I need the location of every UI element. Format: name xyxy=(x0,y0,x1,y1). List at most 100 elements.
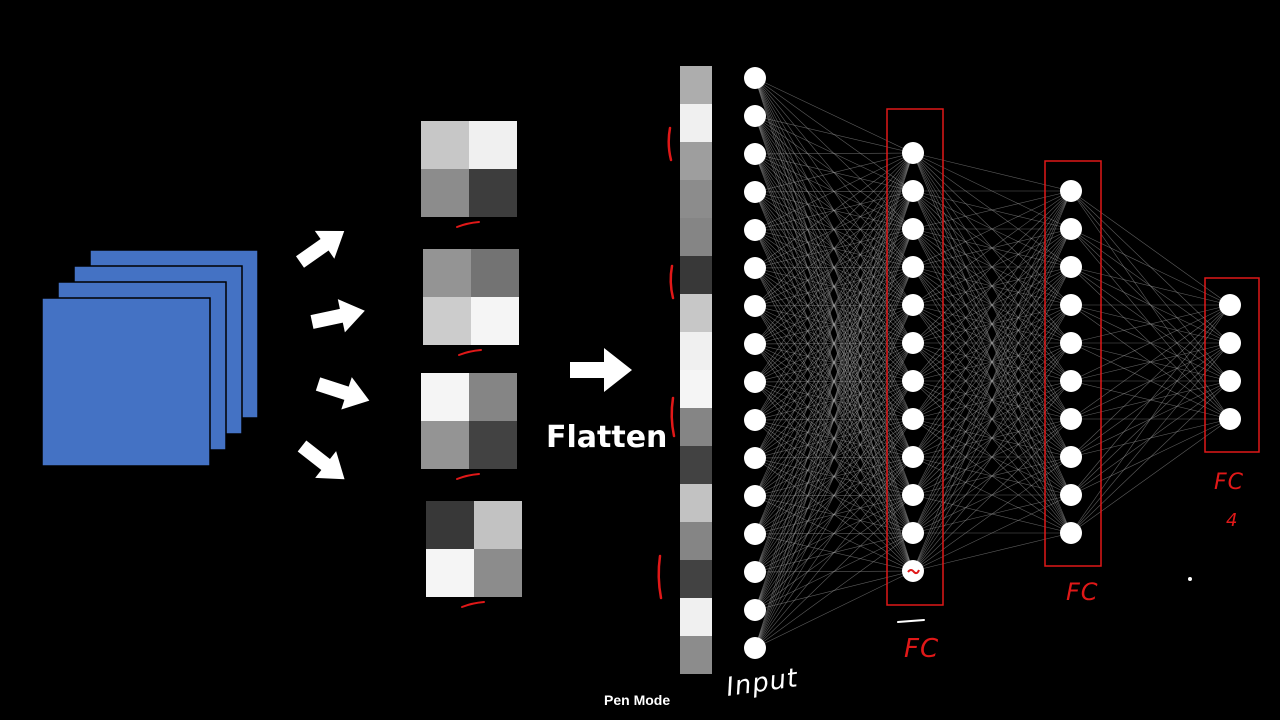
input-node xyxy=(744,257,766,279)
connection-line xyxy=(1070,418,1231,534)
pooled-map-3-mark xyxy=(456,473,480,480)
input-node xyxy=(744,599,766,621)
input-node xyxy=(744,105,766,127)
input-node xyxy=(744,637,766,659)
connection-line xyxy=(754,152,914,611)
fc-underline-mark xyxy=(897,619,925,623)
vector-cell xyxy=(680,104,712,142)
feature-map-stack xyxy=(41,249,259,467)
input-node xyxy=(744,447,766,469)
connection-line xyxy=(1070,266,1231,306)
pooled-map-4-cell xyxy=(426,501,474,549)
fc-hidden2-annotation: FC xyxy=(1066,578,1099,606)
hidden2-node xyxy=(1060,446,1082,468)
pen-dot-mark xyxy=(1188,577,1192,581)
feature-map-1 xyxy=(41,297,211,467)
fc-output-box xyxy=(1204,277,1260,453)
vector-cell xyxy=(680,256,712,294)
flatten-label: Flatten xyxy=(546,420,668,455)
pooled-map-3-cell xyxy=(421,373,469,421)
hidden1-node xyxy=(902,408,924,430)
split-arrow-4 xyxy=(297,440,345,480)
vector-cell xyxy=(680,446,712,484)
flatten-arrow xyxy=(570,348,632,392)
fc-hidden2-box xyxy=(1044,160,1102,567)
flattened-vector xyxy=(680,66,712,674)
input-node xyxy=(744,143,766,165)
vector-group-mark-2 xyxy=(669,264,675,300)
connection-line xyxy=(754,152,914,383)
connection-line xyxy=(1070,380,1231,534)
hidden2-node xyxy=(1060,484,1082,506)
hidden1-node xyxy=(902,180,924,202)
connection-line xyxy=(912,304,1072,572)
connection-line xyxy=(754,342,914,649)
connection-line xyxy=(1070,228,1231,306)
split-arrow-1 xyxy=(295,230,345,268)
hidden1-node xyxy=(902,370,924,392)
hidden1-node xyxy=(902,218,924,240)
connection-line xyxy=(912,228,1072,572)
vector-cell xyxy=(680,408,712,446)
vector-cell xyxy=(680,484,712,522)
pooled-map-2-cell xyxy=(471,249,519,297)
hidden1-node xyxy=(902,142,924,164)
hidden1-node xyxy=(902,332,924,354)
input-node xyxy=(744,181,766,203)
connection-line xyxy=(754,77,914,154)
hidden1-node xyxy=(902,484,924,506)
hidden1-node xyxy=(902,522,924,544)
connection-line xyxy=(1070,304,1231,458)
pooled-map-4-cell xyxy=(474,501,522,549)
split-arrows xyxy=(295,230,370,480)
hidden2-node xyxy=(1060,256,1082,278)
pooled-map-4-cell xyxy=(426,549,474,597)
vector-cell xyxy=(680,598,712,636)
pooled-map-3-cell xyxy=(421,421,469,469)
input-node xyxy=(744,561,766,583)
pooled-map-4-cell xyxy=(474,549,522,597)
output-node xyxy=(1219,370,1241,392)
hidden2-node xyxy=(1060,522,1082,544)
vector-group-mark-1 xyxy=(667,126,673,162)
fc-hidden1-annotation: FC xyxy=(904,634,940,664)
pooled-map-1-cell xyxy=(469,169,517,217)
pooled-map-3-cell xyxy=(469,421,517,469)
connection-line xyxy=(754,152,914,231)
pooled-map-1-cell xyxy=(421,121,469,169)
pooled-map-2-cell xyxy=(423,249,471,297)
input-node xyxy=(744,295,766,317)
vector-cell xyxy=(680,180,712,218)
connection-line xyxy=(912,152,1072,192)
vector-cell xyxy=(680,66,712,104)
input-node xyxy=(744,333,766,355)
hidden1-node xyxy=(902,294,924,316)
dense-connections xyxy=(754,77,1231,649)
connection-line xyxy=(1070,304,1231,496)
pen-mode-indicator: Pen Mode xyxy=(604,692,671,708)
hidden2-node xyxy=(1060,294,1082,316)
neuron-nodes xyxy=(744,67,1241,659)
input-node xyxy=(744,485,766,507)
input-node xyxy=(744,219,766,241)
hidden2-node xyxy=(1060,370,1082,392)
connection-line xyxy=(1070,304,1231,534)
output-node xyxy=(1219,332,1241,354)
vector-cell xyxy=(680,560,712,598)
hidden1-node-mark xyxy=(907,569,920,575)
hidden2-node xyxy=(1060,218,1082,240)
connection-line xyxy=(754,494,914,649)
vector-cell xyxy=(680,522,712,560)
flatten-arrow-shape xyxy=(570,348,632,392)
vector-cell xyxy=(680,332,712,370)
vector-cell xyxy=(680,636,712,674)
fc-layer-highlight-boxes xyxy=(886,108,1260,606)
input-node xyxy=(744,523,766,545)
pooled-map-2-cell xyxy=(423,297,471,345)
pooled-map-2-mark xyxy=(458,349,482,356)
input-node xyxy=(744,409,766,431)
hidden1-node xyxy=(902,446,924,468)
connection-line xyxy=(754,570,914,649)
connection-line xyxy=(1070,342,1231,534)
